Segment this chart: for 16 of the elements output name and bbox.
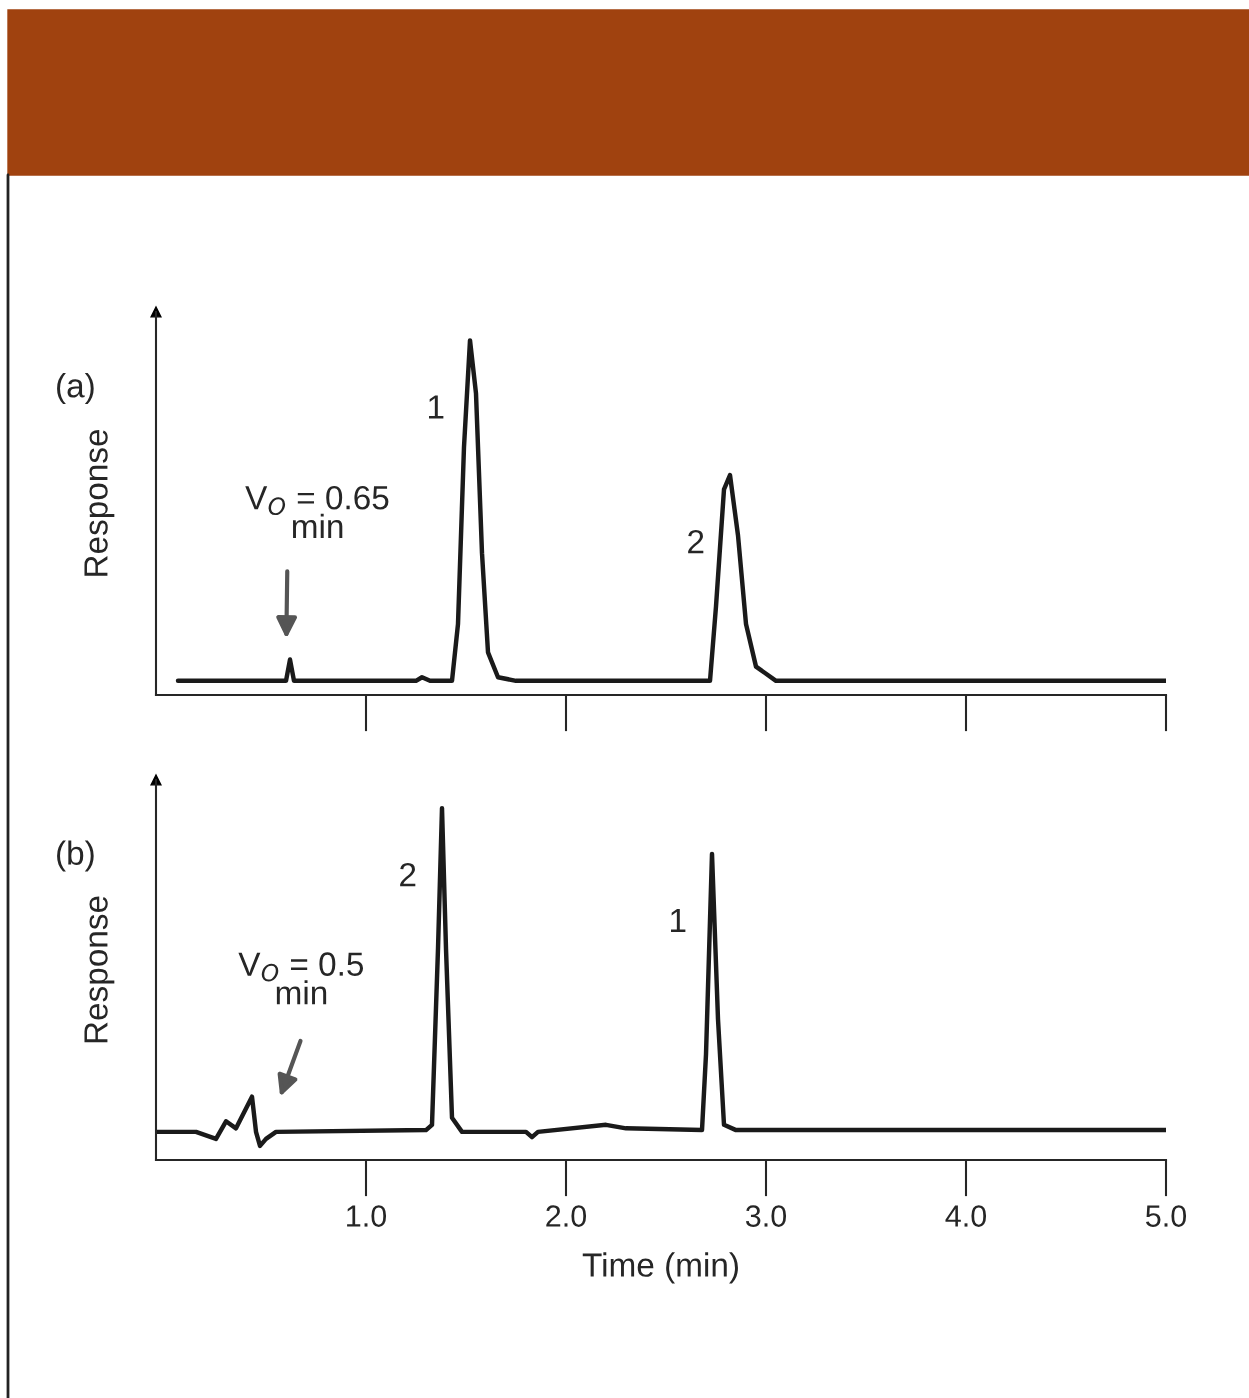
annotation: 1 (429, 395, 444, 419)
x-tick-label: 4.0 (945, 1205, 987, 1227)
text: (a) (57, 373, 94, 405)
annotation: V$_{O}$ = 0.65 min (245, 485, 389, 538)
x-axis-title: Time (min) (582, 1252, 738, 1284)
x-tick-label: 3.0 (745, 1205, 787, 1227)
annotation: 2 (400, 862, 416, 887)
annotation: 1 (671, 909, 686, 932)
annotation: 2 (688, 529, 704, 554)
annotation: V$_{O}$ = 0.5 min (238, 952, 364, 1005)
x-tick-label: 5.0 (1145, 1205, 1187, 1227)
x-tick-label: 1.0 (347, 1205, 387, 1227)
y-axis-title: Response (84, 429, 115, 576)
x-tick-label: 2.0 (546, 1205, 587, 1227)
y-axis-title: Response (84, 896, 115, 1043)
text: (b) (57, 840, 94, 872)
